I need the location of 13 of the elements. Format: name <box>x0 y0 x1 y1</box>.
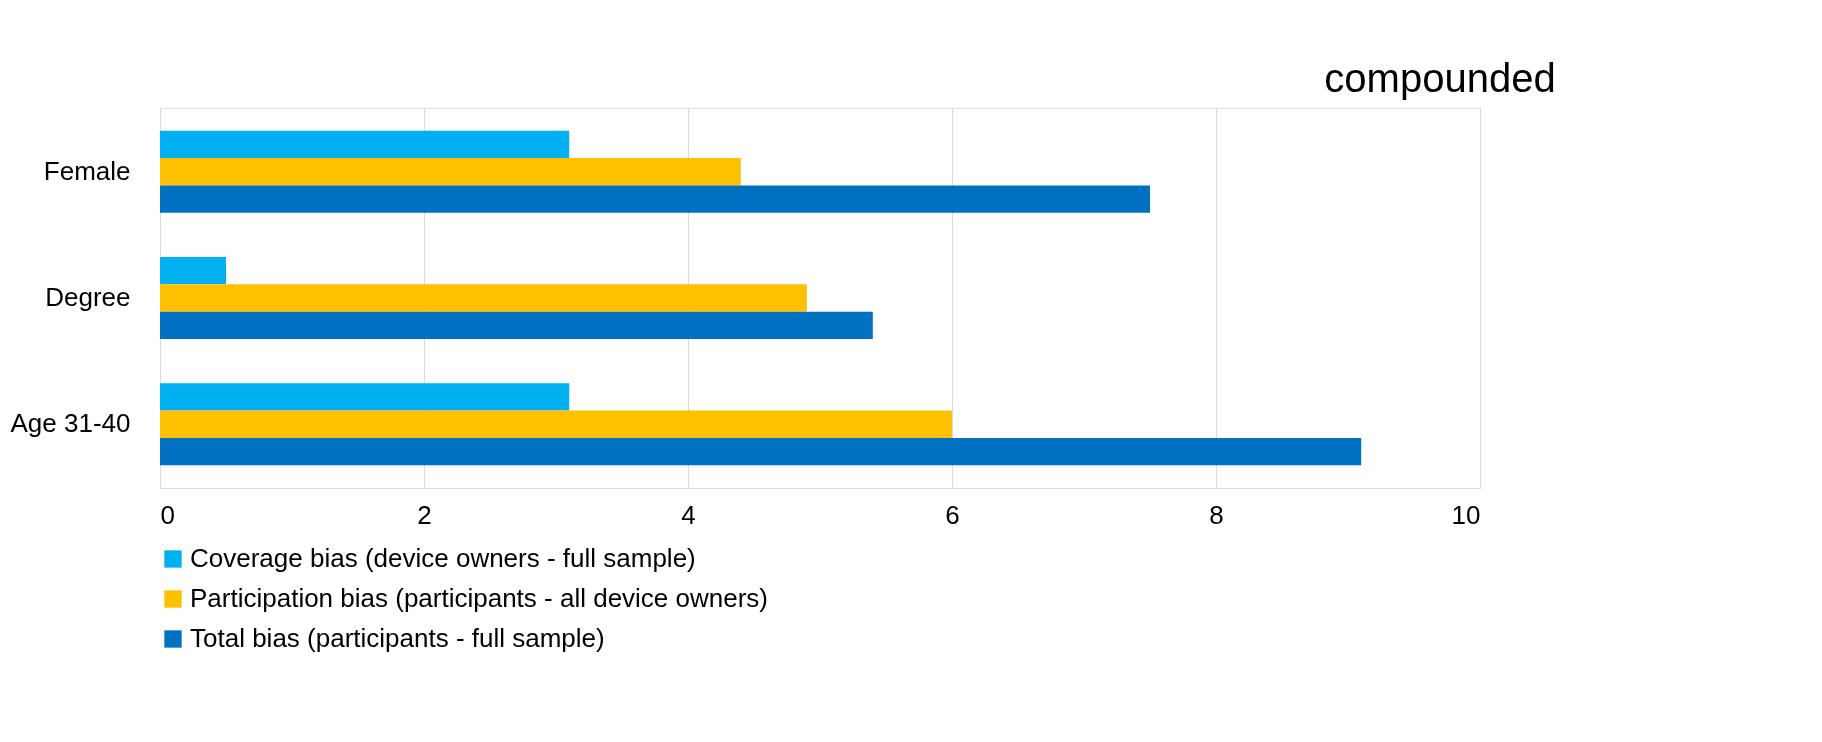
x-tick-label: 4 <box>681 499 696 530</box>
x-tick-label: 0 <box>160 499 175 530</box>
y-tick-label: Female <box>43 155 131 186</box>
legend-label: Participation bias (participants - all device owners) <box>190 583 769 613</box>
text: compounded <box>1324 56 1556 100</box>
x-tick-label: 8 <box>1209 499 1224 530</box>
legend-label: Total bias (participants - full sample) <box>190 623 605 653</box>
x-tick-label: 6 <box>945 499 960 530</box>
y-tick-label: Age 31-40 <box>10 408 131 439</box>
x-tick-label: 2 <box>417 499 432 530</box>
x-tick-label: 10 <box>1451 499 1481 530</box>
y-tick-label: Degree <box>45 282 131 312</box>
legend-label: Coverage bias (device owners - full sample) <box>190 543 696 573</box>
